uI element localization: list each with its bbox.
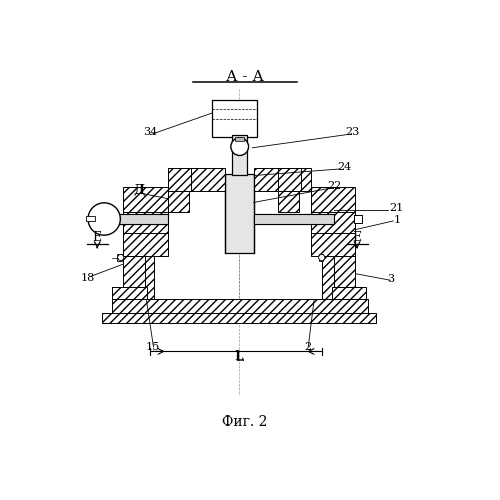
Bar [168, 168, 191, 191]
Circle shape [118, 254, 124, 260]
Bar [124, 212, 168, 234]
Text: 15: 15 [146, 342, 160, 352]
Bar [94, 214, 168, 224]
Bar [124, 233, 168, 256]
Text: 23: 23 [345, 126, 359, 136]
Bar [168, 168, 224, 191]
Text: 21: 21 [389, 203, 404, 213]
Bar [232, 135, 247, 175]
Bar [278, 191, 299, 212]
Bar [354, 215, 362, 223]
Text: Е: Е [352, 232, 362, 244]
Bar [318, 254, 323, 262]
Bar [224, 174, 254, 252]
Bar [168, 191, 189, 212]
Circle shape [318, 254, 325, 260]
Text: А - А: А - А [226, 70, 264, 85]
Bar [235, 137, 244, 141]
Text: Фиг. 2: Фиг. 2 [222, 415, 268, 429]
Bar [254, 214, 334, 224]
Bar [117, 254, 121, 262]
Text: Д: Д [133, 184, 144, 198]
Circle shape [88, 203, 120, 235]
Bar [332, 287, 366, 298]
Bar [334, 256, 355, 287]
Bar [212, 100, 258, 137]
Bar [254, 168, 310, 191]
Bar [86, 216, 94, 222]
Bar [310, 233, 355, 256]
Bar [124, 187, 168, 233]
Bar [102, 314, 376, 323]
Text: L: L [235, 350, 244, 364]
Text: 24: 24 [337, 162, 351, 172]
Bar [112, 287, 146, 298]
Bar [278, 168, 301, 191]
Text: 1: 1 [394, 215, 401, 225]
Text: 34: 34 [142, 128, 157, 138]
Text: 18: 18 [81, 272, 96, 282]
Bar [322, 252, 338, 298]
Bar [124, 256, 144, 287]
Text: Е: Е [92, 232, 102, 244]
Text: L: L [234, 350, 242, 363]
Bar [112, 298, 368, 314]
Circle shape [231, 138, 248, 156]
Text: 2: 2 [304, 342, 312, 352]
Text: 3: 3 [387, 274, 394, 283]
Bar [139, 252, 154, 298]
Text: 22: 22 [328, 182, 342, 192]
Bar [310, 212, 355, 234]
Bar [310, 187, 355, 233]
